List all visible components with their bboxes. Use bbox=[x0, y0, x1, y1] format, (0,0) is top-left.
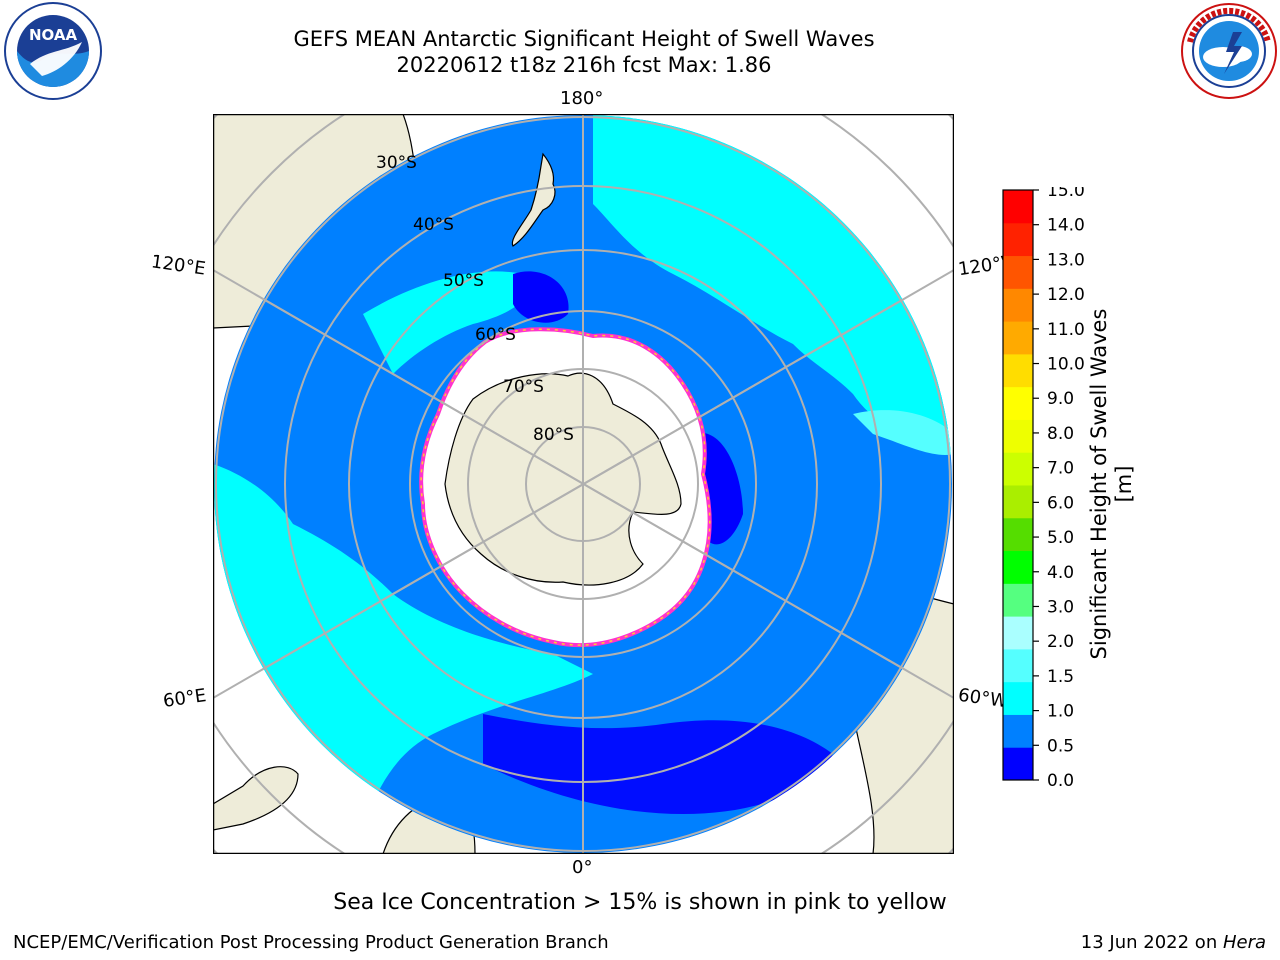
sea-ice-note: Sea Ice Concentration > 15% is shown in … bbox=[333, 890, 947, 915]
lat-label-70s: 70°S bbox=[503, 377, 544, 397]
noaa-logo: NOAA bbox=[2, 2, 104, 104]
colorbar-segment bbox=[1003, 583, 1033, 617]
colorbar-tick-label: 5.0 bbox=[1047, 528, 1074, 548]
colorbar-segment bbox=[1003, 190, 1033, 224]
colorbar-tick-label: 3.0 bbox=[1047, 597, 1074, 617]
colorbar-tick-label: 15.0 bbox=[1047, 187, 1085, 201]
swell-region-low-1 bbox=[513, 271, 569, 323]
colorbar-segment bbox=[1003, 222, 1033, 257]
lon-label-120e: 120°E bbox=[149, 251, 207, 280]
colorbar-tick-label: 6.0 bbox=[1047, 493, 1074, 513]
colorbar-segment bbox=[1003, 419, 1033, 453]
colorbar-tick-label: 0.5 bbox=[1047, 736, 1074, 756]
lat-label-60s: 60°S bbox=[475, 325, 516, 345]
colorbar-tick-label: 8.0 bbox=[1047, 424, 1074, 444]
lat-label-80s: 80°S bbox=[533, 425, 574, 445]
colorbar: 0.0 0.5 1.0 1.5 2.0 3.0 4.0 5.0 6.0 7.0 8.0 9.0 10.0… bbox=[1000, 181, 1100, 801]
map-border bbox=[213, 114, 954, 854]
date-text: 13 Jun 2022 on bbox=[1080, 932, 1223, 953]
colorbar-segment bbox=[1003, 747, 1033, 781]
colorbar-tick-label: 4.0 bbox=[1047, 563, 1074, 583]
polar-map: 30°S 40°S 50°S 60°S 70°S 80°S bbox=[213, 114, 954, 854]
colorbar-tick-label: 2.0 bbox=[1047, 632, 1074, 652]
lat-label-50s: 50°S bbox=[443, 271, 484, 291]
colorbar-segment bbox=[1003, 321, 1033, 355]
colorbar-tick-label: 14.0 bbox=[1047, 216, 1085, 236]
colorbar-segment bbox=[1003, 517, 1033, 552]
colorbar-svg: 0.0 0.5 1.0 1.5 2.0 3.0 4.0 5.0 6.0 7.0 8.0 9.0 10.0… bbox=[1002, 181, 1085, 791]
swell-region-light-cyan bbox=[853, 410, 952, 455]
sea-ice-edge-yellow bbox=[420, 328, 711, 646]
colorbar-segment bbox=[1003, 452, 1033, 486]
chart-subtitle: 20220612 t18z 216h fcst Max: 1.86 bbox=[396, 53, 772, 77]
colorbar-tick-label: 12.0 bbox=[1047, 285, 1085, 305]
colorbar-segment bbox=[1003, 288, 1033, 322]
colorbar-segment bbox=[1003, 616, 1033, 650]
noaa-logo-text: NOAA bbox=[29, 26, 78, 44]
colorbar-segment bbox=[1003, 648, 1033, 683]
date-line: 13 Jun 2022 on Hera bbox=[1081, 932, 1266, 953]
colorbar-tick-label: 1.0 bbox=[1047, 702, 1074, 722]
lon-label-180: 180° bbox=[560, 88, 604, 109]
colorbar-segment bbox=[1003, 550, 1033, 584]
machine-name: Hera bbox=[1222, 932, 1266, 953]
lon-label-0: 0° bbox=[572, 857, 593, 878]
colorbar-segment bbox=[1003, 485, 1033, 519]
swell-region-cyan-2 bbox=[363, 271, 530, 374]
chart-title: GEFS MEAN Antarctic Significant Height o… bbox=[293, 27, 875, 51]
credit-line: NCEP/EMC/Verification Post Processing Pr… bbox=[13, 932, 609, 953]
colorbar-segment bbox=[1003, 255, 1033, 289]
outer-graticule bbox=[213, 114, 954, 854]
lat-label-40s: 40°S bbox=[413, 215, 454, 235]
lon-label-60e: 60°E bbox=[161, 685, 208, 712]
colorbar-segment bbox=[1003, 386, 1033, 420]
lat-label-30s: 30°S bbox=[376, 153, 417, 173]
nws-logo bbox=[1178, 2, 1280, 104]
swell-region-low-3 bbox=[483, 714, 833, 814]
colorbar-segment bbox=[1003, 714, 1033, 748]
colorbar-tick-label: 10.0 bbox=[1047, 355, 1085, 375]
new-zealand-land bbox=[511, 152, 556, 247]
colorbar-tick-label: 7.0 bbox=[1047, 459, 1074, 479]
colorbar-tick-label: 1.5 bbox=[1047, 667, 1074, 687]
colorbar-border bbox=[1002, 189, 1034, 781]
colorbar-tick-label: 0.0 bbox=[1047, 771, 1074, 791]
colorbar-segment bbox=[1003, 353, 1033, 388]
colorbar-segment bbox=[1003, 681, 1033, 715]
colorbar-tick-label: 11.0 bbox=[1047, 320, 1085, 340]
colorbar-tick-label: 9.0 bbox=[1047, 389, 1074, 409]
colorbar-label: Significant Height of Swell Waves [m] bbox=[1087, 308, 1136, 660]
colorbar-tick-label: 13.0 bbox=[1047, 250, 1085, 270]
